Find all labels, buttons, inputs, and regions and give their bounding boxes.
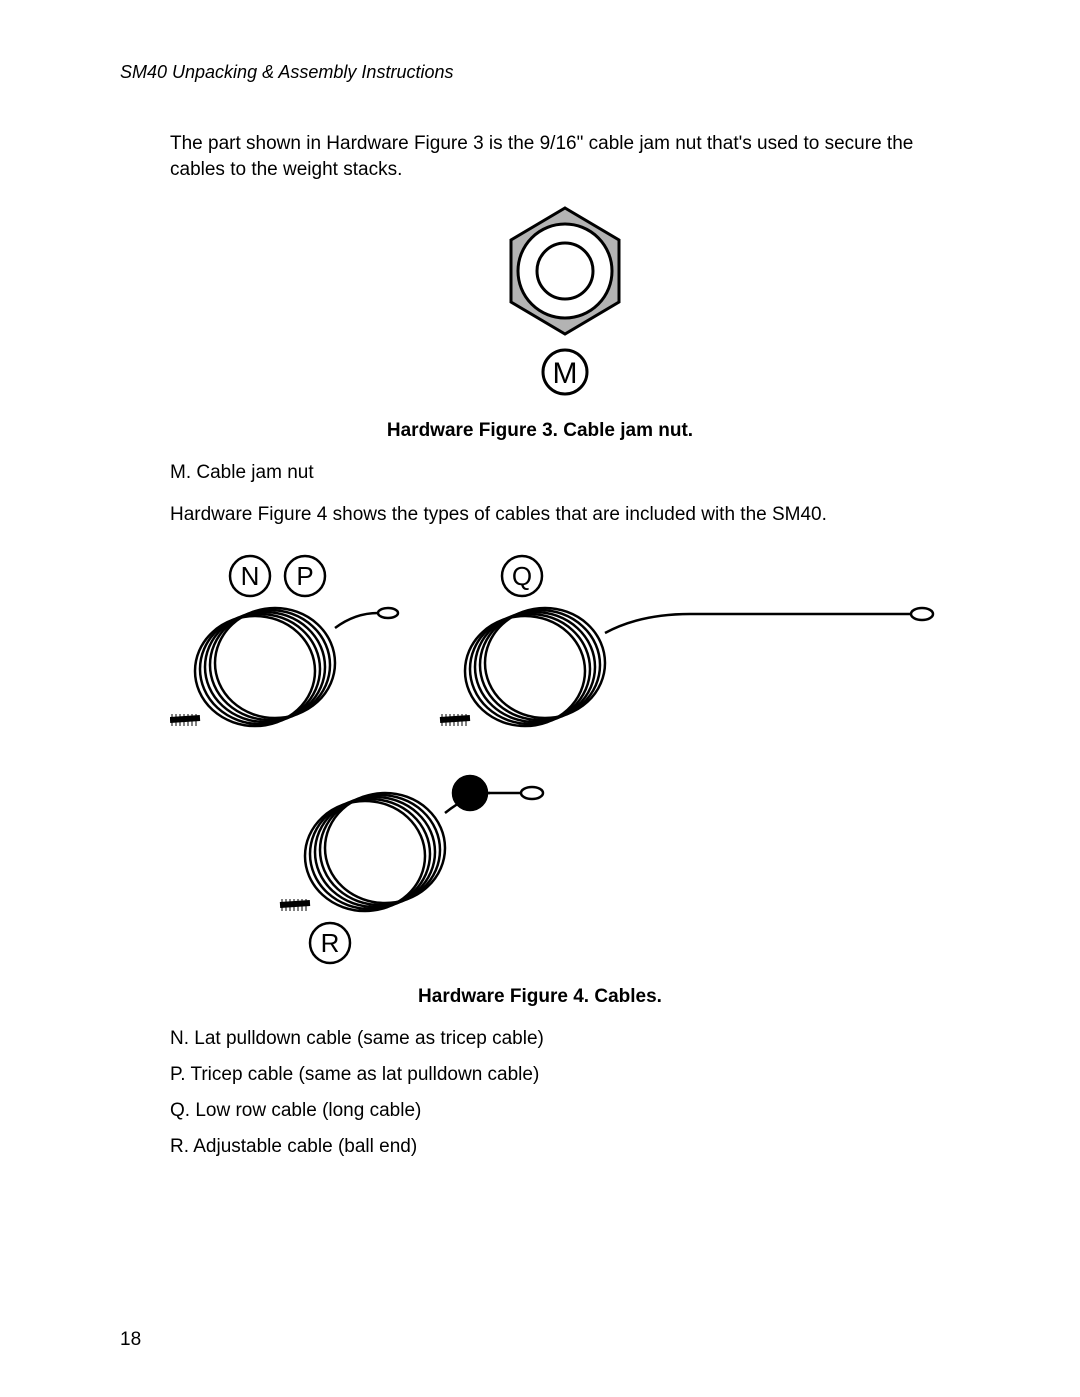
- figure3-caption: Hardware Figure 3. Cable jam nut.: [120, 420, 960, 442]
- legend-p: P. Tricep cable (same as lat pulldown ca…: [170, 1064, 960, 1086]
- svg-text:R: R: [321, 928, 340, 958]
- cables-diagram-icon: N P Q: [170, 548, 960, 968]
- callout-r: R: [310, 923, 350, 963]
- figure4-caption: Hardware Figure 4. Cables.: [120, 986, 960, 1008]
- callout-p: P: [285, 556, 325, 596]
- callout-q: Q: [502, 556, 542, 596]
- cable-jam-nut-icon: M: [485, 202, 645, 402]
- legend-r: R. Adjustable cable (ball end): [170, 1136, 960, 1158]
- callout-n: N: [230, 556, 270, 596]
- svg-text:Q: Q: [512, 561, 532, 591]
- legend-n: N. Lat pulldown cable (same as tricep ca…: [170, 1028, 960, 1050]
- svg-text:N: N: [241, 561, 260, 591]
- running-head: SM40 Unpacking & Assembly Instructions: [120, 62, 960, 83]
- figure-3: M: [170, 202, 960, 402]
- legend-m: M. Cable jam nut: [170, 462, 960, 484]
- figure-4: N P Q: [170, 548, 960, 968]
- callout-m-label: M: [553, 357, 578, 390]
- intro-paragraph-fig4: Hardware Figure 4 shows the types of cab…: [170, 502, 960, 528]
- page-number: 18: [120, 1329, 141, 1351]
- legend-q: Q. Low row cable (long cable): [170, 1100, 960, 1122]
- cable-np: [170, 608, 398, 726]
- cable-r: [280, 776, 543, 911]
- intro-paragraph-fig3: The part shown in Hardware Figure 3 is t…: [170, 131, 960, 182]
- svg-text:P: P: [296, 561, 313, 591]
- document-page: SM40 Unpacking & Assembly Instructions T…: [0, 0, 1080, 1397]
- cable-q: [440, 608, 933, 726]
